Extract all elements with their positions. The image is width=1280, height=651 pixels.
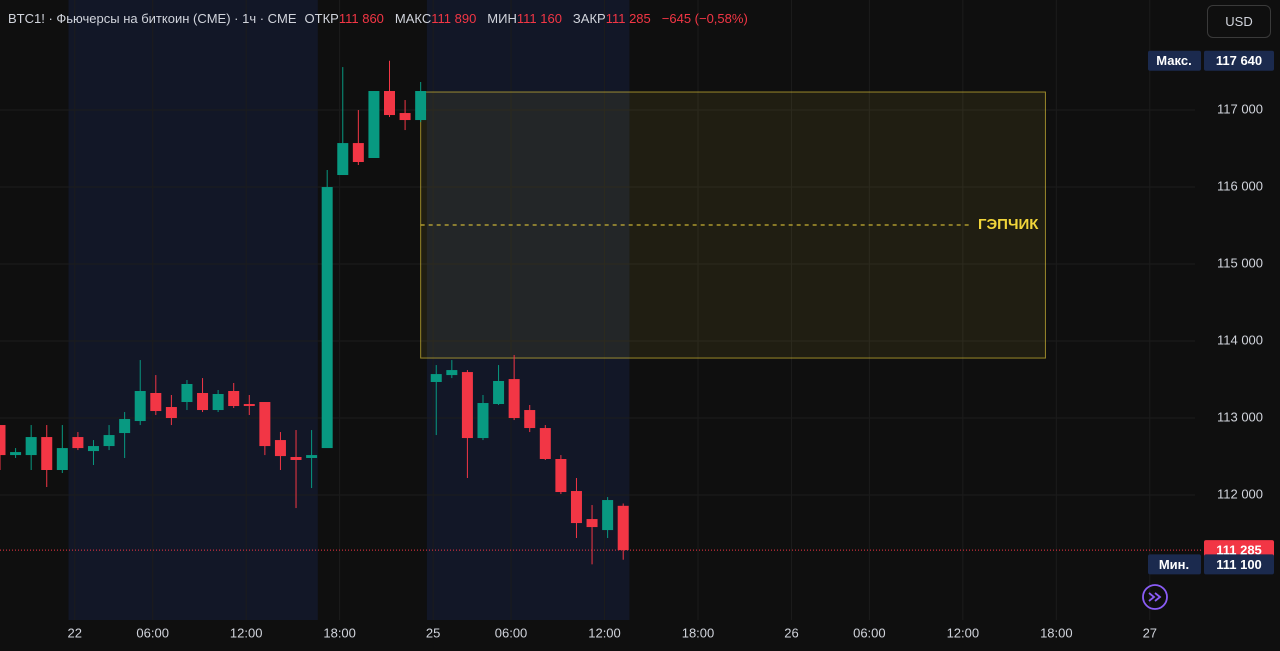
candle-body [384, 91, 396, 116]
candle-body [539, 428, 551, 459]
candle-body [602, 500, 614, 531]
candle-body [56, 448, 68, 471]
session-band [68, 0, 318, 620]
x-tick-label: 06:00 [853, 625, 886, 640]
ohlc-value: 111 860 [338, 11, 384, 26]
candle-body [119, 419, 131, 434]
y-tick-label: 113 000 [1217, 409, 1263, 424]
x-tick-label: 12:00 [588, 625, 621, 640]
candle-body [150, 393, 162, 412]
ohlc-name: ЗАКР [572, 11, 606, 26]
max-name-box [1148, 50, 1201, 71]
candle-body [290, 456, 302, 460]
candle-body [493, 380, 505, 405]
max-value-box [1204, 50, 1274, 71]
candle-body [321, 187, 333, 449]
symbol: BTC1! · Фьючерсы на биткоин (CME) · 1ч ·… [8, 11, 297, 26]
annotation-label: ГЭПЧИК [978, 216, 1039, 233]
candle-body [430, 374, 442, 382]
candle-body [197, 393, 209, 411]
ohlc-value: 111 890 [431, 11, 477, 26]
max-name: Макс. [1156, 53, 1191, 68]
background-layer [0, 0, 1195, 620]
candle-body [165, 407, 177, 419]
candle-body [10, 452, 22, 456]
y-tick-label: 116 000 [1217, 178, 1263, 193]
candle-body [72, 437, 84, 449]
min-name-box [1148, 554, 1201, 575]
candle-body [87, 446, 99, 452]
x-tick-label: 26 [784, 625, 798, 640]
candle-body [0, 425, 6, 456]
candle-body [212, 394, 224, 411]
x-tick-label: 12:00 [230, 625, 263, 640]
session-band [426, 0, 630, 620]
ohlc-value: 111 160 [516, 11, 562, 26]
candle-body [352, 143, 364, 163]
y-tick-label: 115 000 [1217, 255, 1263, 270]
candle-body [337, 143, 349, 176]
x-tick-label: 12:00 [947, 625, 980, 640]
legend-header: BTC1! · Фьючерсы на биткоин (CME) · 1ч ·… [8, 11, 759, 26]
min-value: 111 100 [1216, 557, 1262, 572]
y-tick-label: 117 000 [1217, 101, 1263, 116]
y-tick-label: 114 000 [1217, 332, 1263, 347]
x-tick-label: 06:00 [136, 625, 169, 640]
scroll-icon [1148, 592, 1162, 602]
last-price-label: 111 285 [1216, 543, 1262, 558]
candle-body [243, 404, 255, 407]
x-tick-label: 18:00 [1040, 625, 1073, 640]
candle-body [446, 370, 458, 376]
max-value: 117 640 [1216, 53, 1262, 68]
candle-body [103, 435, 115, 447]
x-tick-label: 22 [68, 625, 82, 640]
ohlc-value: 111 285 [605, 11, 651, 26]
candle-body [259, 402, 271, 447]
candle-body [586, 519, 598, 528]
min-name: Мин. [1159, 557, 1189, 572]
candle-body [228, 391, 240, 407]
change: −645 (−0,58%) [661, 11, 748, 26]
x-tick-label: 06:00 [495, 625, 528, 640]
y-tick-label: 112 000 [1217, 486, 1263, 501]
currency-button[interactable]: USD [1207, 5, 1271, 38]
candle-body [306, 455, 318, 458]
ohlc-name: ОТКР [304, 11, 339, 26]
scroll-to-latest-button[interactable] [1142, 584, 1168, 610]
candle-body [41, 437, 53, 471]
candle-body [181, 383, 193, 403]
candle-body [617, 505, 629, 551]
x-tick-label: 25 [426, 625, 440, 640]
candle-body [415, 91, 427, 121]
candle-body [508, 379, 520, 419]
x-tick-label: 27 [1143, 625, 1157, 640]
candle-body [477, 403, 489, 439]
candle-body [25, 437, 37, 456]
ohlc-name: МИН [487, 11, 517, 26]
candle-body [399, 113, 411, 121]
candle-body [274, 440, 286, 457]
candle-body [570, 491, 582, 524]
candle-body [524, 410, 536, 429]
candle-body [134, 391, 146, 422]
x-tick-label: 18:00 [323, 625, 356, 640]
candle-body [555, 458, 567, 493]
ohlc-name: МАКС [394, 11, 432, 26]
x-tick-label: 18:00 [682, 625, 715, 640]
candle-body [461, 372, 473, 439]
candle-body [368, 91, 380, 159]
min-value-box [1204, 554, 1274, 575]
